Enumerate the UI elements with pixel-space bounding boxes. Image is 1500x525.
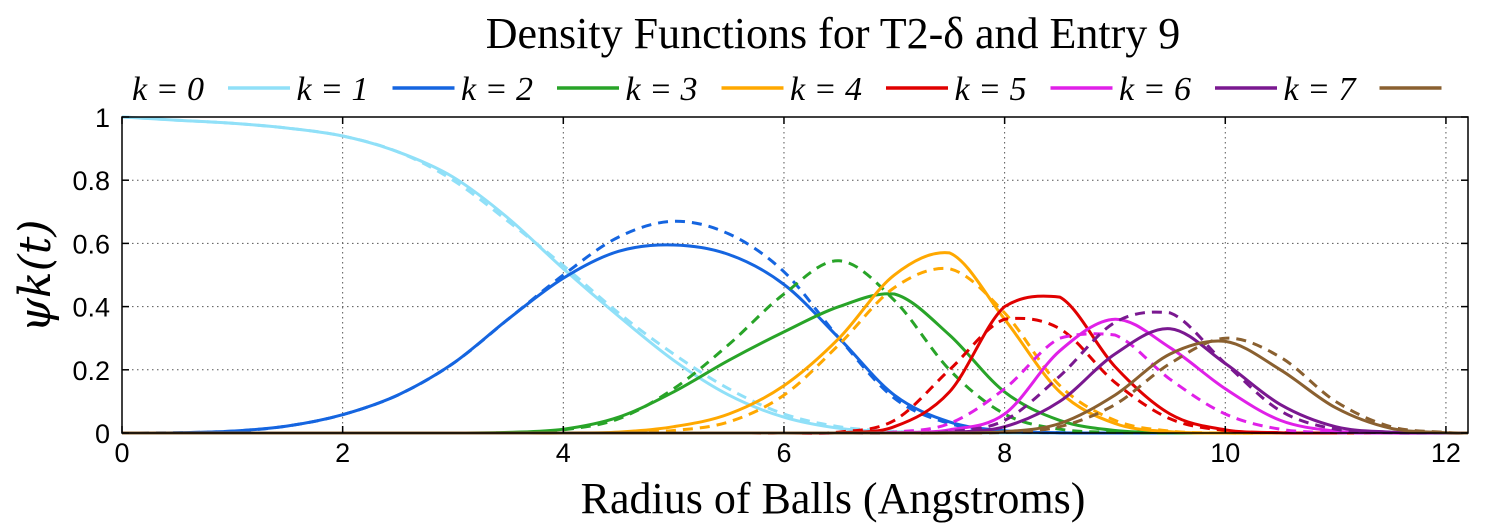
series-k2-dashed-line <box>121 259 1468 435</box>
x-axis-label: Radius of Balls (Angstroms) <box>581 474 1086 523</box>
y-tick-label: 0 <box>95 419 110 449</box>
y-axis-ticks: 0 0.2 0.4 0.6 0.8 1 <box>72 103 1468 449</box>
y-tick-label: 0.4 <box>72 293 110 323</box>
legend-label: k = 4 <box>790 71 862 108</box>
chart-title: Density Functions for T2-δ and Entry 9 <box>486 9 1181 58</box>
legend-label: k = 1 <box>297 71 369 108</box>
y-tick-label: 0.8 <box>72 166 110 196</box>
series-k6-line <box>121 327 1469 435</box>
y-tick-label: 0.6 <box>72 229 110 259</box>
legend: k = 0 k = 1 k = 2 k = 3 k = 4 k = 5 k = 6 k = 7 <box>132 71 1442 108</box>
series-lines <box>121 115 1469 435</box>
x-tick-label: 2 <box>335 438 350 468</box>
plot-frame <box>121 116 1469 434</box>
series-k1-line <box>121 243 1468 435</box>
legend-label: k = 6 <box>1119 71 1191 108</box>
y-tick-label: 0.2 <box>72 356 110 386</box>
legend-label: k = 7 <box>1284 71 1358 108</box>
x-tick-label: 0 <box>114 438 129 468</box>
x-tick-label: 10 <box>1210 438 1240 468</box>
legend-label: k = 5 <box>955 71 1027 108</box>
legend-label: k = 2 <box>461 71 533 108</box>
x-tick-label: 4 <box>556 438 571 468</box>
legend-label: k = 3 <box>626 71 698 108</box>
x-tick-label: 8 <box>997 438 1012 468</box>
y-axis-label: ψk(t) <box>10 219 61 332</box>
series-k3-line <box>121 251 1468 435</box>
x-tick-label: 6 <box>776 438 791 468</box>
legend-label: k = 0 <box>132 71 204 108</box>
y-tick-label: 1 <box>95 103 110 133</box>
x-axis-ticks: 0 2 4 6 8 10 12 <box>114 117 1461 468</box>
x-tick-label: 12 <box>1431 438 1461 468</box>
